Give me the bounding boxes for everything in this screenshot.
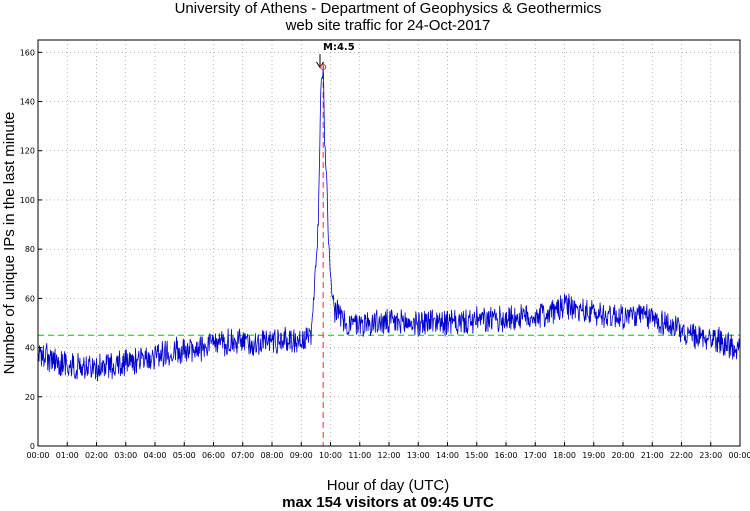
x-tick-label: 00:00 bbox=[26, 451, 49, 460]
max-arrow-head bbox=[316, 61, 324, 69]
x-tick-label: 08:00 bbox=[260, 451, 283, 460]
y-tick-label: 80 bbox=[25, 245, 35, 254]
x-tick-label: 17:00 bbox=[524, 451, 547, 460]
y-tick-label: 140 bbox=[20, 98, 35, 107]
x-tick-label: 18:00 bbox=[553, 451, 576, 460]
x-tick-label: 13:00 bbox=[407, 451, 430, 460]
x-tick-label: 09:00 bbox=[290, 451, 313, 460]
traffic-series-line bbox=[37, 66, 741, 382]
max-visitors-footer: max 154 visitors at 09:45 UTC bbox=[282, 494, 494, 511]
x-tick-label: 03:00 bbox=[114, 451, 137, 460]
x-axis-label: Hour of day (UTC) bbox=[327, 477, 450, 494]
x-tick-label: 23:00 bbox=[699, 451, 722, 460]
annotation-layer: M:4.5 bbox=[316, 42, 355, 71]
x-tick-label: 12:00 bbox=[377, 451, 400, 460]
y-tick-label: 0 bbox=[30, 442, 35, 451]
x-tick-label: 15:00 bbox=[465, 451, 488, 460]
x-tick-label: 20:00 bbox=[611, 451, 634, 460]
x-tick-label: 10:00 bbox=[319, 451, 342, 460]
x-axis-ticks: 00:00 01:00 02:00 03:00 04:00 05:00 06:00 07:00… bbox=[26, 442, 750, 460]
x-tick-label: 01:00 bbox=[56, 451, 79, 460]
y-tick-label: 20 bbox=[25, 393, 35, 402]
max-marker bbox=[320, 64, 327, 71]
y-axis-ticks: 0 20 40 60 80 100 120 140 160 bbox=[20, 48, 42, 451]
chart-title: University of Athens - Department of Geo… bbox=[175, 0, 602, 17]
x-tick-label: 02:00 bbox=[85, 451, 108, 460]
x-tick-label: 11:00 bbox=[348, 451, 371, 460]
y-axis-label: Number of unique IPs in the last minute bbox=[1, 112, 18, 375]
y-tick-label: 120 bbox=[20, 147, 35, 156]
y-tick-label: 160 bbox=[20, 48, 35, 57]
series-layer bbox=[37, 66, 741, 382]
y-tick-label: 40 bbox=[25, 344, 35, 353]
x-tick-label: 21:00 bbox=[641, 451, 664, 460]
x-tick-label: 19:00 bbox=[582, 451, 605, 460]
x-tick-label: 06:00 bbox=[202, 451, 225, 460]
x-tick-label: 22:00 bbox=[670, 451, 693, 460]
x-tick-label: 07:00 bbox=[231, 451, 254, 460]
reference-lines bbox=[38, 62, 740, 446]
y-tick-label: 100 bbox=[20, 196, 35, 205]
x-tick-label: 14:00 bbox=[436, 451, 459, 460]
y-tick-label: 60 bbox=[25, 294, 35, 303]
plot-area bbox=[38, 40, 740, 446]
max-annotation-label: M:4.5 bbox=[323, 42, 355, 53]
x-tick-label: 00:00 bbox=[728, 451, 750, 460]
x-tick-label: 16:00 bbox=[494, 451, 517, 460]
x-tick-label: 05:00 bbox=[173, 451, 196, 460]
chart-subtitle: web site traffic for 24-Oct-2017 bbox=[285, 17, 491, 34]
x-tick-label: 04:00 bbox=[143, 451, 166, 460]
